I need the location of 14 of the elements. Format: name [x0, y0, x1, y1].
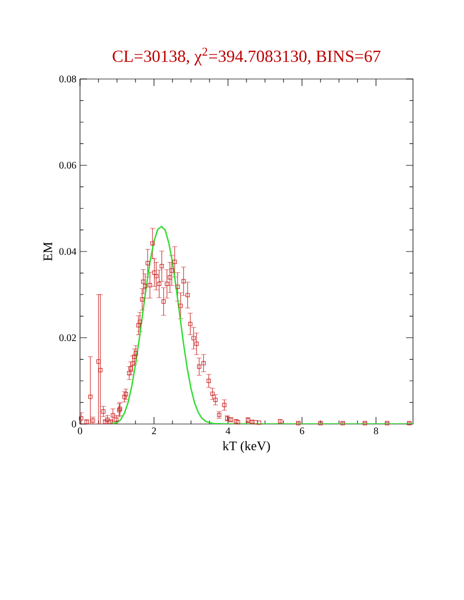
x-tick-label: 0	[78, 428, 82, 434]
y-axis-title: EM	[44, 242, 52, 261]
y-tick-label: 0.02	[59, 334, 76, 342]
y-tick-label: 0.06	[59, 162, 76, 169]
y-tick-label: 0.04	[59, 248, 76, 255]
y-tick-label: 0	[72, 420, 76, 428]
x-tick-label: 4	[226, 428, 230, 434]
y-tick-label: 0.08	[59, 76, 76, 82]
x-tick-label: 8	[374, 428, 378, 434]
chart-title: CL=30138, χ$^{2}$=394.7083130, BINS=67	[112, 48, 380, 66]
x-tick-label: 2	[152, 428, 156, 434]
x-tick-label: 6	[300, 428, 304, 434]
x-axis-title: kT (keV)	[222, 441, 270, 453]
line-series	[108, 226, 413, 424]
